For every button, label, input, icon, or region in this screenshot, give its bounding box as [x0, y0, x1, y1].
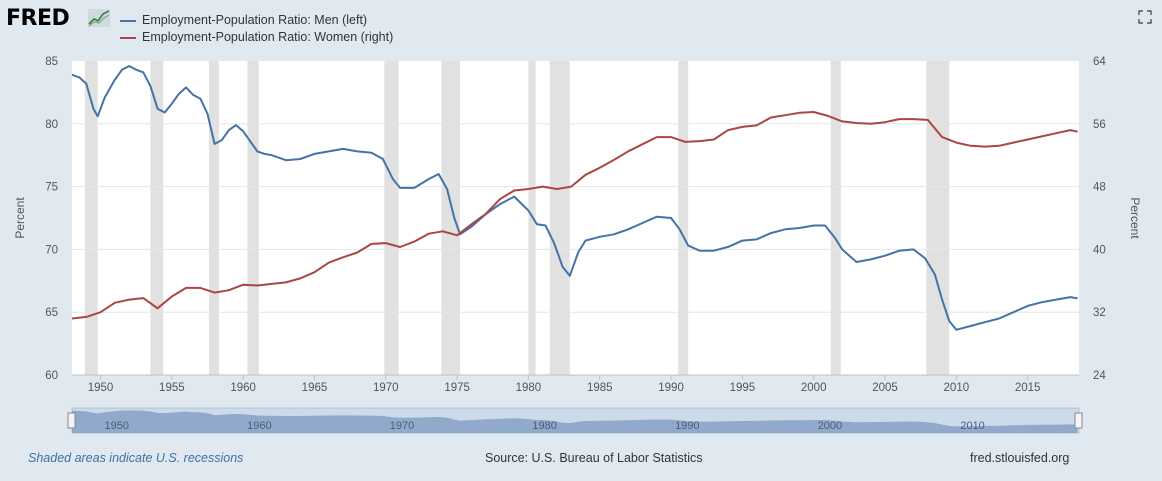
y-tick-label-left: 80	[45, 119, 58, 131]
x-tick-label: 1965	[302, 382, 328, 394]
navigator-label: 1970	[390, 420, 414, 432]
recession-band	[247, 61, 259, 375]
navigator-label: 1950	[105, 420, 129, 432]
y-tick-label-left: 85	[45, 56, 58, 68]
y-tick-label-right: 56	[1093, 119, 1106, 131]
navigator-handle-left[interactable]	[67, 412, 76, 429]
recession-band	[384, 61, 399, 375]
y-tick-label-left: 70	[45, 244, 58, 256]
y-tick-label-right: 40	[1093, 244, 1106, 256]
recession-band	[208, 61, 219, 375]
legend-swatch-women	[120, 36, 136, 39]
x-tick-label: 1975	[444, 382, 470, 394]
y-tick-label-right: 32	[1093, 307, 1106, 319]
y-axis-label-right: Percent	[1128, 197, 1142, 239]
recession-band	[678, 61, 689, 375]
recession-band	[150, 61, 164, 375]
source-text: Source: U.S. Bureau of Labor Statistics	[485, 451, 703, 465]
x-tick-label: 2010	[944, 382, 970, 394]
x-tick-label: 1950	[88, 382, 114, 394]
x-tick-label: 2005	[872, 382, 898, 394]
y-tick-label-right: 48	[1093, 182, 1106, 194]
x-tick-label: 1970	[373, 382, 399, 394]
fred-logo[interactable]: FRED	[6, 6, 70, 31]
navigator[interactable]: 1950 1960 1970 1980 1990 2000 2010	[67, 407, 1083, 434]
series-line-women	[71, 111, 1078, 320]
site-link[interactable]: fred.stlouisfed.org	[970, 451, 1070, 465]
legend-item-men[interactable]: Employment-Population Ratio: Men (left)	[120, 13, 367, 27]
y-tick-label-left: 75	[45, 182, 58, 194]
chart-line-icon	[88, 9, 110, 27]
x-tick-label: 1980	[516, 382, 542, 394]
recession-note: Shaded areas indicate U.S. recessions	[28, 451, 244, 465]
x-tick-label: 1995	[730, 382, 756, 394]
y-tick-label-left: 60	[45, 370, 58, 382]
navigator-label: 1960	[247, 420, 271, 432]
recession-band	[830, 61, 841, 375]
series-line-men	[71, 65, 1078, 331]
navigator-area	[72, 410, 1078, 433]
x-tick-label: 1955	[159, 382, 185, 394]
x-tick-label: 2015	[1015, 382, 1041, 394]
navigator-handle-right[interactable]	[1074, 412, 1083, 429]
recession-band	[84, 61, 98, 375]
y-tick-label-right: 24	[1093, 370, 1106, 382]
y-tick-label-right: 64	[1093, 56, 1106, 68]
navigator-label: 2000	[818, 420, 842, 432]
legend-swatch-men	[120, 19, 136, 22]
plot-area	[72, 61, 1079, 375]
x-tick-label: 1985	[587, 382, 613, 394]
y-tick-label-left: 65	[45, 307, 58, 319]
x-tick-label: 2000	[801, 382, 827, 394]
recession-band	[441, 61, 460, 375]
legend-item-women[interactable]: Employment-Population Ratio: Women (righ…	[120, 30, 393, 44]
legend-label-women: Employment-Population Ratio: Women (righ…	[142, 30, 394, 44]
navigator-selection[interactable]	[72, 408, 1079, 433]
fullscreen-icon[interactable]	[1138, 10, 1152, 24]
navigator-label: 2010	[960, 420, 984, 432]
navigator-label: 1980	[532, 420, 556, 432]
x-tick-label: 1960	[230, 382, 256, 394]
legend-label-men: Employment-Population Ratio: Men (left)	[142, 13, 368, 27]
recession-band	[926, 61, 950, 375]
navigator-label: 1990	[675, 420, 699, 432]
recession-band	[549, 61, 570, 375]
y-axis-label-left: Percent	[13, 197, 27, 239]
x-tick-label: 1990	[658, 382, 684, 394]
